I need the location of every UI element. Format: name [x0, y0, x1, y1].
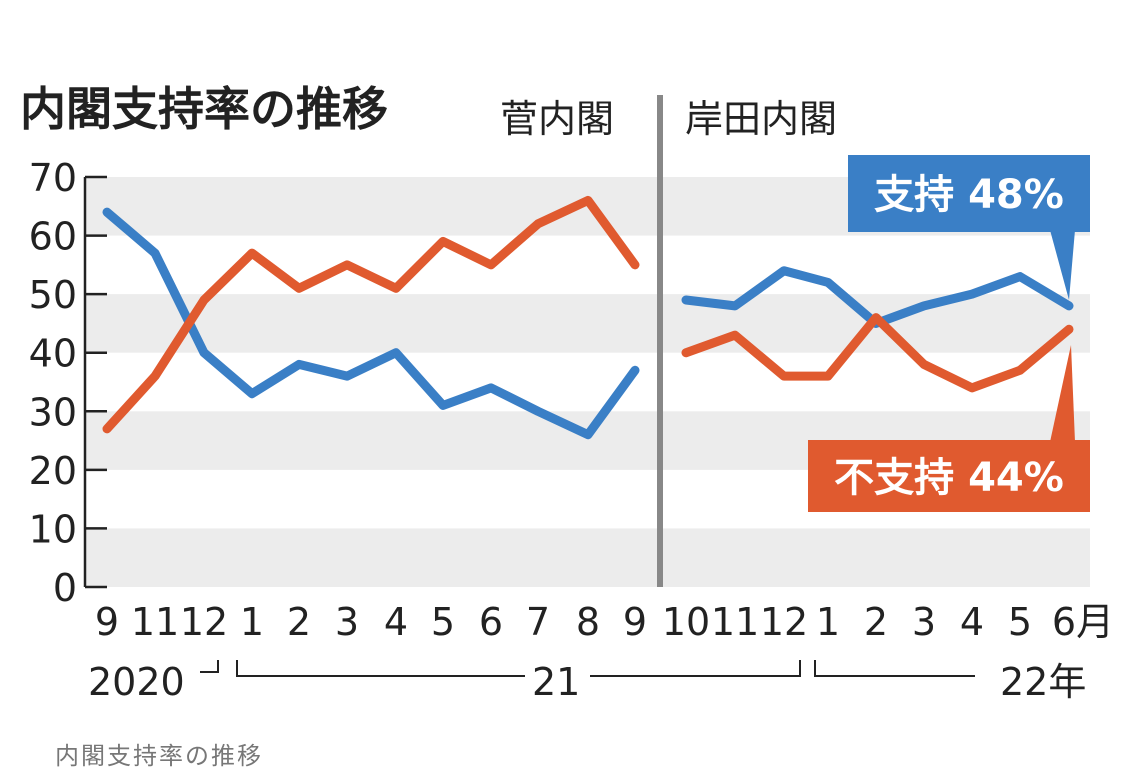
year-bracket: [814, 660, 975, 677]
y-tick-label: 40: [29, 332, 77, 376]
x-tick-label: 5: [431, 600, 455, 644]
grid-band: [85, 528, 1090, 587]
x-tick-label: 1: [816, 600, 840, 644]
period-label-kishida: 岸田内閣: [685, 97, 837, 141]
x-tick-label: 3: [912, 600, 936, 644]
y-tick-label: 0: [53, 566, 77, 610]
x-tick-label: 6: [479, 600, 503, 644]
x-tick-label: 9: [95, 600, 119, 644]
chart-title: 内閣支持率の推移: [20, 82, 388, 136]
support-line-suga: [102, 207, 640, 440]
y-tick-label: 50: [29, 273, 77, 317]
period-label-suga: 菅内閣: [500, 97, 614, 141]
x-tick-label: 4: [960, 600, 984, 644]
support-callout-pointer: [1050, 230, 1075, 300]
x-tick-label: 10: [662, 600, 710, 644]
y-tick-label: 20: [29, 449, 77, 493]
year-label-21: 21: [532, 660, 580, 704]
x-tick-label: 11: [131, 600, 179, 644]
disapproval-callout-pointer: [1050, 345, 1075, 442]
support-callout-label: 支持 48%: [874, 172, 1064, 218]
x-tick-label: 1: [240, 600, 264, 644]
year-label-2020: 2020: [88, 660, 185, 704]
x-tick-label: 3: [335, 600, 359, 644]
x-tick-label: 12: [760, 600, 808, 644]
x-tick-label: 6月: [1052, 600, 1114, 644]
x-tick-label: 2: [287, 600, 311, 644]
year-bracket: [200, 660, 219, 673]
y-tick-label: 10: [29, 507, 77, 551]
y-tick-label: 60: [29, 215, 77, 259]
disapproval-callout-label: 不支持 44%: [834, 455, 1064, 501]
x-tick-label: 12: [180, 600, 228, 644]
x-tick-label: 11: [711, 600, 759, 644]
x-tick-label: 5: [1008, 600, 1032, 644]
x-tick-label: 9: [623, 600, 647, 644]
x-tick-label: 4: [384, 600, 408, 644]
year-bracket: [236, 660, 525, 677]
x-tick-label: 8: [576, 600, 600, 644]
disapproval-callout-box: [808, 440, 1090, 512]
year-label-22: 22年: [1000, 660, 1086, 704]
year-bracket: [590, 660, 801, 677]
support-callout-box: [848, 155, 1090, 232]
chart-caption: 内閣支持率の推移: [55, 742, 263, 770]
disapproval-line-suga: [102, 195, 640, 434]
x-tick-label: 2: [864, 600, 888, 644]
y-tick-label: 70: [29, 156, 77, 200]
y-tick-label: 30: [29, 390, 77, 434]
x-tick-label: 7: [526, 600, 550, 644]
